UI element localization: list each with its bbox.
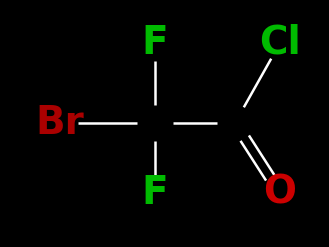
Text: F: F xyxy=(142,24,168,62)
Text: F: F xyxy=(142,174,168,212)
Text: Br: Br xyxy=(36,104,84,142)
Text: Cl: Cl xyxy=(259,24,301,62)
Text: O: O xyxy=(264,174,296,212)
